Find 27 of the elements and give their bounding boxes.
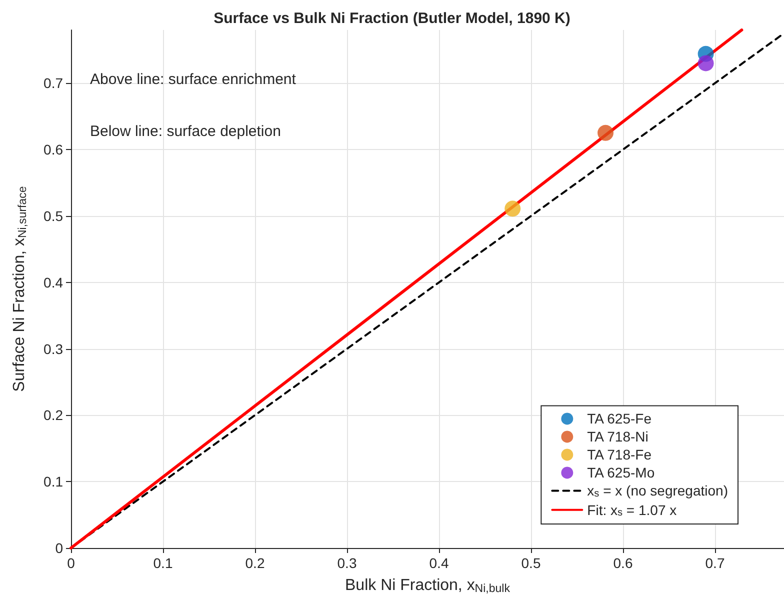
y-tick-label: 0.5 bbox=[44, 208, 64, 224]
legend-label: TA 625-Fe bbox=[587, 410, 652, 427]
x-tick-label: 0.5 bbox=[521, 555, 541, 571]
legend-label: TA 718-Ni bbox=[587, 428, 648, 445]
y-tick-label: 0.4 bbox=[44, 274, 64, 290]
annotation: Above line: surface enrichment bbox=[90, 71, 297, 88]
x-tick-label: 0.4 bbox=[429, 555, 449, 571]
point bbox=[698, 55, 714, 72]
x-tick-label: 0.6 bbox=[613, 555, 633, 571]
annotation: Below line: surface depletion bbox=[90, 123, 281, 140]
x-tick-label: 0.2 bbox=[245, 555, 265, 571]
y-axis-title: Surface Ni Fraction, xNi,surface bbox=[10, 186, 29, 392]
x-tick-label: 0.3 bbox=[337, 555, 357, 571]
y-tick-label: 0.3 bbox=[44, 340, 64, 357]
y-tick-label: 0.2 bbox=[44, 407, 64, 424]
point bbox=[504, 200, 521, 217]
legend-label: TA 625-Mo bbox=[587, 464, 655, 481]
x-tick-label: 0.1 bbox=[153, 555, 173, 571]
chart-title: Surface vs Bulk Ni Fraction (Butler Model, 1890 K) bbox=[214, 10, 570, 27]
y-tick-label: 0.6 bbox=[44, 142, 64, 158]
x-tick-label: 0 bbox=[67, 555, 76, 571]
point bbox=[598, 124, 614, 141]
y-tick-label: 0.1 bbox=[44, 474, 64, 490]
y-tick-label: 0.7 bbox=[44, 75, 64, 92]
legend-label: TA 718-Fe bbox=[587, 446, 652, 463]
y-tick-label: 0 bbox=[55, 540, 64, 556]
x-tick-label: 0.7 bbox=[705, 555, 725, 571]
